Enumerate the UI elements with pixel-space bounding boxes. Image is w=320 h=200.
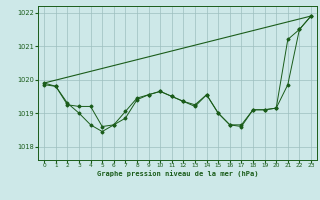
X-axis label: Graphe pression niveau de la mer (hPa): Graphe pression niveau de la mer (hPa) xyxy=(97,170,258,177)
